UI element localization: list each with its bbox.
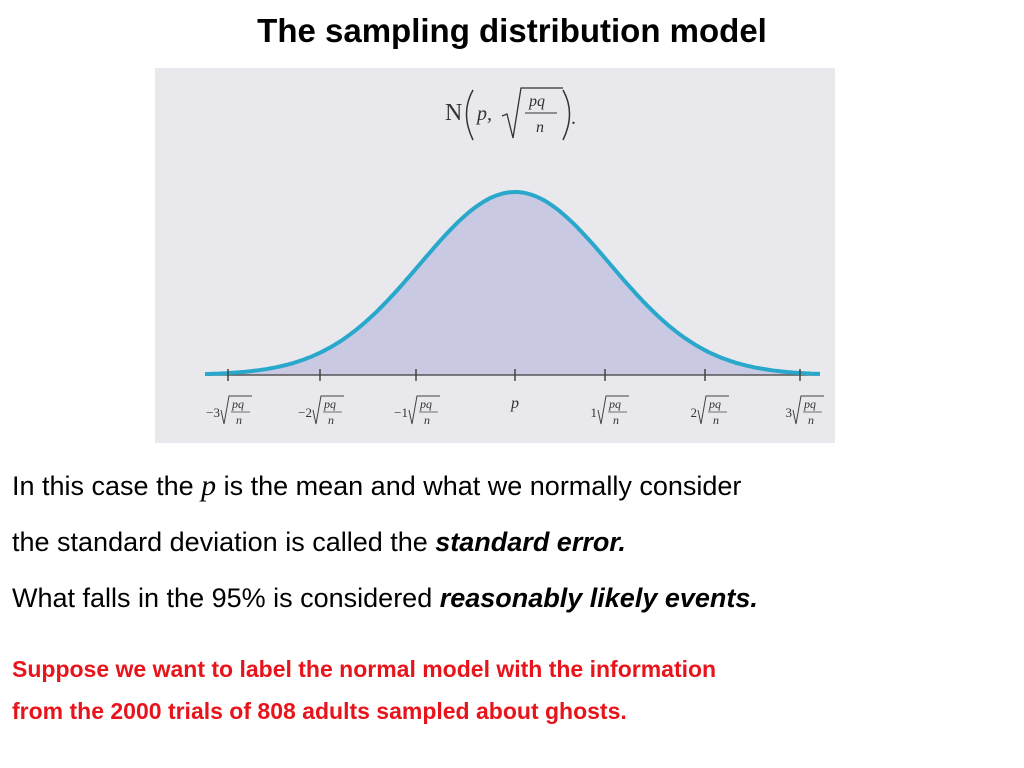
tick-coef: −3 — [206, 405, 220, 420]
tick-num: pq — [323, 397, 336, 411]
tick-den: n — [808, 413, 814, 427]
formula-denominator: n — [536, 119, 544, 136]
tick-num: pq — [608, 397, 621, 411]
tick-num: pq — [231, 397, 244, 411]
formula-symbol: N — [445, 100, 462, 126]
radical — [501, 87, 563, 139]
paragraph: In this case the p is the mean and what … — [12, 458, 741, 570]
text-emphasis: standard error. — [435, 527, 626, 557]
tick-den: n — [613, 413, 619, 427]
formula-numerator: pq — [528, 93, 545, 110]
normal-curve — [204, 190, 821, 377]
tick-den: n — [424, 413, 430, 427]
note-line: from the 2000 trials of 808 adults sampl… — [12, 698, 627, 724]
formula-mean: p, — [475, 103, 492, 125]
paragraph: What falls in the 95% is considered reas… — [12, 570, 758, 626]
formula-end: . — [571, 107, 576, 129]
tick-den: n — [236, 413, 242, 427]
tick-coef: 3 — [786, 405, 793, 420]
radical — [408, 395, 440, 425]
tick-den: n — [328, 413, 334, 427]
tick-coef: −2 — [298, 405, 312, 420]
note-line: Suppose we want to label the normal mode… — [12, 656, 717, 682]
paren — [465, 89, 474, 141]
tick-label: p — [510, 395, 519, 412]
tick-num: pq — [708, 397, 721, 411]
radical — [312, 395, 344, 425]
text-emphasis: reasonably likely events. — [439, 583, 758, 613]
radical — [792, 395, 824, 425]
tick-coef: 2 — [691, 405, 698, 420]
text: In this case the — [12, 471, 202, 501]
tick-den: n — [713, 413, 719, 427]
paren — [562, 89, 571, 141]
tick-num: pq — [419, 397, 432, 411]
tick-num: pq — [803, 397, 816, 411]
text: the standard deviation is called the — [12, 527, 436, 557]
text: What falls in the 95% is considered — [12, 583, 440, 613]
tick-coef: 1 — [591, 405, 598, 420]
radical — [220, 395, 252, 425]
slide-title: The sampling distribution model — [257, 12, 767, 49]
note: Suppose we want to label the normal mode… — [12, 648, 716, 732]
text-italic: p — [201, 469, 217, 502]
tick-group: −3 pq n −2 pq n −1 pq n p 1 pq n 2 pq n 3 pq n — [206, 369, 824, 427]
text: is the mean and what we normally conside… — [216, 471, 742, 501]
normal-curve-figure: N p, pq n . −3 pq n −2 pq n −1 pq n p 1 pq n 2 pq n 3 pq n — [155, 68, 835, 443]
radical — [697, 395, 729, 425]
formula: N p, pq n . — [445, 87, 576, 141]
tick-coef: −1 — [394, 405, 408, 420]
radical — [597, 395, 629, 425]
